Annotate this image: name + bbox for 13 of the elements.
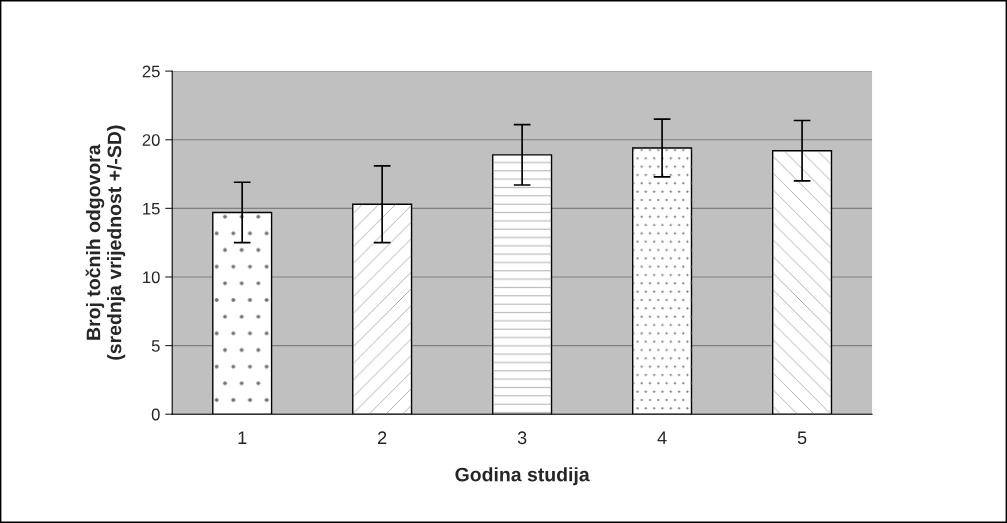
x-tick-label: 5 — [797, 431, 807, 445]
x-tick-label: 1 — [238, 431, 247, 444]
x-tick-label: 3 — [517, 431, 527, 445]
y-tick-label: 10 — [143, 271, 160, 284]
y-axis-title: Broj točnih odgovora (srednja vrijednost +/-SD) — [85, 125, 126, 360]
x-tick-label: 4 — [657, 431, 667, 444]
y-tick-label: 20 — [142, 134, 160, 146]
y-tick-label: 0 — [151, 408, 160, 421]
x-tick-label: 2 — [378, 431, 387, 444]
x-axis-title: Godina studija — [455, 467, 590, 486]
y-tick-label: 25 — [142, 65, 160, 78]
y-tick-label: 15 — [143, 202, 160, 215]
y-tick-label: 5 — [151, 340, 160, 352]
